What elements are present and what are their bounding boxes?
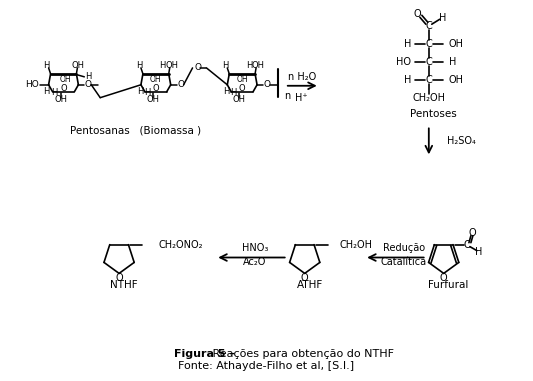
Text: O: O [115,273,123,283]
Text: HNO₃: HNO₃ [242,243,268,253]
Text: H: H [136,61,142,70]
Text: n H₂O: n H₂O [288,72,316,82]
Text: OH: OH [72,61,85,70]
Text: H: H [475,247,482,257]
Text: H: H [223,87,230,96]
Text: Pentosanas   (Biomassa ): Pentosanas (Biomassa ) [70,125,201,135]
Text: Pentoses: Pentoses [410,109,457,118]
Text: CH₂ONO₂: CH₂ONO₂ [158,240,203,250]
Text: Redução: Redução [383,243,425,253]
Text: H: H [449,57,456,67]
Text: O: O [177,80,184,89]
Text: OH: OH [252,61,264,70]
Text: OH: OH [147,95,159,104]
Text: Fonte: Athayde-Filho et al, [S.I.]: Fonte: Athayde-Filho et al, [S.I.] [178,361,354,371]
Text: H: H [43,61,50,70]
Text: CH₂OH: CH₂OH [340,240,373,250]
Text: HO: HO [396,57,411,67]
Text: C: C [425,21,432,31]
Text: O: O [239,84,246,93]
Text: Figura 5 –: Figura 5 – [174,349,235,359]
Text: CH₂OH: CH₂OH [413,93,445,103]
Text: OH: OH [233,95,246,104]
Text: H: H [403,75,411,85]
Text: OH: OH [236,75,248,84]
Text: OH: OH [54,95,67,104]
Text: C: C [425,39,432,49]
Text: O: O [152,84,159,93]
Text: O: O [60,84,67,93]
Text: OH: OH [449,39,464,49]
Text: C: C [425,75,432,85]
Text: H: H [403,39,411,49]
Text: H: H [159,61,166,70]
Text: H: H [52,88,58,97]
Text: n: n [284,91,290,101]
Text: H: H [246,61,252,70]
Text: H: H [230,88,237,97]
Text: O: O [440,273,448,283]
Text: O: O [194,63,201,72]
Text: OH: OH [449,75,464,85]
Text: H: H [144,88,150,97]
Text: H: H [43,87,50,96]
Text: Furfural: Furfural [429,280,469,290]
Text: H: H [137,87,143,96]
Text: O: O [413,9,421,19]
Text: O: O [263,80,270,89]
Text: C: C [425,57,432,67]
Text: O: O [301,273,309,283]
Text: OH: OH [165,61,178,70]
Text: OH: OH [150,75,161,84]
Text: H₂SO₄: H₂SO₄ [447,136,475,146]
Text: H: H [222,61,229,70]
Text: OH: OH [60,75,71,84]
Text: C: C [464,240,470,250]
Text: HO: HO [25,80,39,89]
Text: O: O [468,228,476,238]
Text: O: O [85,80,92,89]
Text: H: H [439,13,447,23]
Text: Ac₂O: Ac₂O [244,258,267,267]
Text: ATHF: ATHF [296,280,323,290]
Text: Catalítica: Catalítica [381,258,427,267]
Text: Reações para obtenção do NTHF: Reações para obtenção do NTHF [209,349,394,359]
Text: H: H [85,72,92,81]
Text: H⁺: H⁺ [295,93,308,103]
Text: NTHF: NTHF [110,280,138,290]
